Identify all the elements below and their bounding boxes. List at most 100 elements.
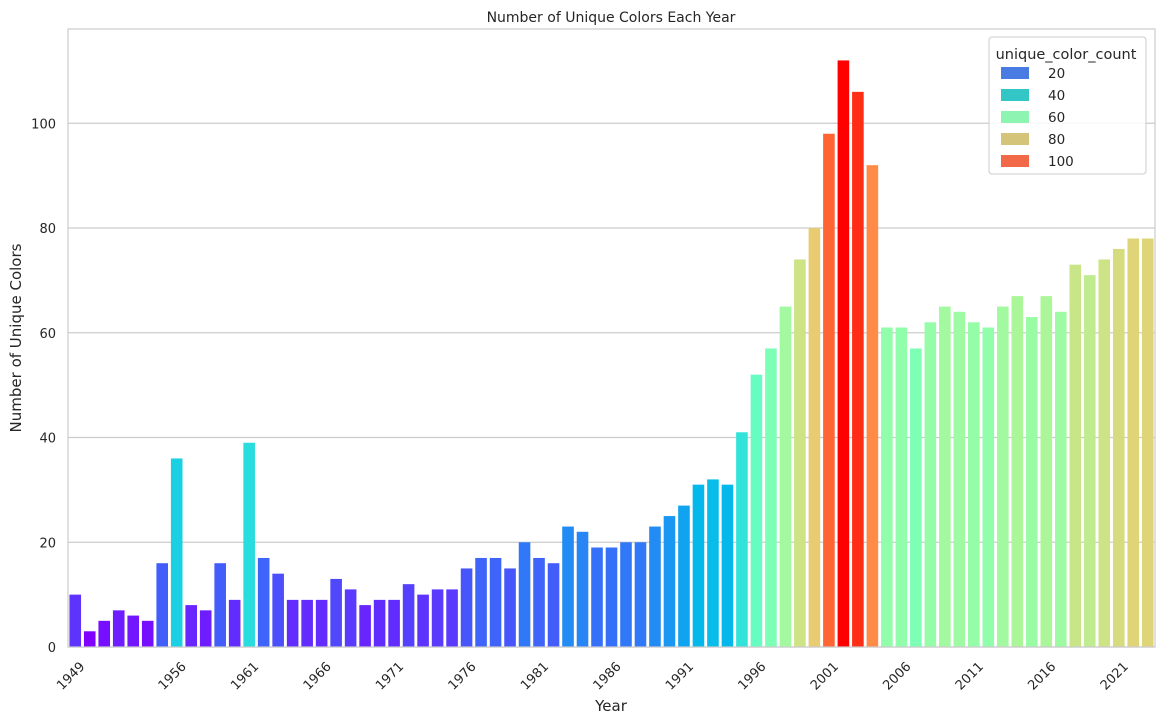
bar-1983 — [562, 526, 574, 647]
bar-1963 — [272, 573, 284, 647]
legend: unique_color_count 20 40 60 80 100 — [988, 36, 1147, 175]
bar-2018 — [1069, 264, 1082, 647]
bar-2006 — [895, 327, 908, 647]
bar-1956 — [170, 458, 183, 647]
bar-1969 — [359, 605, 371, 647]
bar-1959 — [214, 563, 226, 647]
bar-2015 — [1026, 317, 1038, 647]
bar-1986 — [605, 547, 618, 647]
bar-2014 — [1011, 296, 1024, 647]
bar-2016 — [1040, 296, 1053, 647]
bar-2003 — [852, 91, 864, 647]
bar-1987 — [620, 542, 632, 647]
legend-swatch-20 — [1001, 67, 1029, 79]
y-tick-label: 100 — [31, 117, 56, 132]
bar-1953 — [127, 615, 140, 647]
plot-frame — [67, 28, 1156, 648]
bar-1970 — [373, 599, 386, 647]
legend-swatch-100 — [1001, 155, 1029, 167]
bar-1958 — [199, 610, 212, 647]
bar-1984 — [576, 531, 589, 647]
bar-1993 — [707, 479, 719, 647]
legend-label-100: 100 — [1048, 154, 1074, 170]
bar-2002 — [837, 60, 850, 648]
bar-1977 — [475, 557, 487, 647]
bar-1982 — [547, 563, 560, 647]
bar-1949 — [69, 594, 82, 647]
bar-1967 — [330, 578, 342, 647]
bar-2012 — [982, 327, 995, 647]
legend-swatch-40 — [1001, 89, 1029, 101]
bar-1950 — [83, 631, 96, 647]
legend-label-20: 20 — [1048, 66, 1065, 82]
legend-swatch-80 — [1001, 133, 1029, 145]
bar-1955 — [156, 563, 169, 647]
bar-1951 — [98, 620, 111, 647]
bar-1974 — [431, 589, 444, 647]
bar-1979 — [504, 568, 516, 647]
legend-label-60: 60 — [1048, 110, 1065, 126]
bar-2017 — [1054, 311, 1067, 647]
legend-label-80: 80 — [1048, 132, 1065, 148]
bar-2005 — [881, 327, 893, 647]
bar-1965 — [301, 599, 313, 647]
bar-1961 — [243, 442, 255, 647]
bar-2023 — [1141, 238, 1154, 648]
chart-title: Number of Unique Colors Each Year — [487, 10, 736, 26]
bar-2004 — [866, 165, 879, 647]
bar-1980 — [518, 542, 531, 647]
x-axis-label: Year — [594, 697, 628, 715]
bar-2021 — [1112, 248, 1125, 647]
bar-1973 — [417, 594, 429, 647]
legend-entries: 20 40 60 80 100 — [1001, 66, 1074, 170]
legend-label-40: 40 — [1048, 88, 1065, 104]
bar-2001 — [823, 133, 835, 648]
y-tick-label: 20 — [39, 536, 56, 551]
bar-1975 — [446, 589, 458, 647]
bar-1997 — [765, 348, 777, 647]
bar-1971 — [388, 599, 400, 647]
bar-1981 — [533, 557, 545, 647]
bar-1954 — [141, 620, 154, 647]
bar-2000 — [808, 228, 821, 647]
bar-1960 — [228, 599, 241, 647]
y-tick-label: 0 — [48, 641, 56, 656]
bar-1995 — [736, 432, 748, 647]
y-axis-ticks: 0 20 40 60 80 100 — [31, 117, 56, 656]
bar-2007 — [910, 348, 922, 647]
bar-1978 — [489, 557, 502, 647]
bar-1966 — [315, 599, 328, 647]
bar-1999 — [794, 259, 806, 647]
bar-1992 — [692, 484, 705, 647]
bar-1972 — [402, 584, 415, 647]
bar-2022 — [1127, 238, 1140, 648]
bar-1996 — [750, 374, 763, 647]
bar-1964 — [286, 599, 299, 647]
bar-1952 — [112, 610, 125, 647]
bar-2019 — [1083, 275, 1096, 647]
legend-swatch-60 — [1001, 111, 1029, 123]
y-axis-label: Number of Unique Colors — [7, 243, 25, 432]
bar-1968 — [344, 589, 357, 647]
bar-1957 — [185, 605, 197, 647]
bar-2011 — [968, 322, 980, 647]
bar-1988 — [634, 542, 647, 647]
bar-1989 — [649, 526, 661, 647]
bar-1998 — [779, 306, 792, 647]
legend-title: unique_color_count — [996, 47, 1137, 63]
bar-2008 — [924, 322, 937, 647]
y-tick-label: 40 — [39, 432, 56, 447]
bar-1990 — [663, 516, 676, 647]
bar-2010 — [953, 311, 966, 647]
bars — [69, 60, 1154, 648]
bar-1991 — [678, 505, 690, 647]
y-tick-label: 80 — [39, 222, 56, 237]
bar-1976 — [460, 568, 473, 647]
bar-1985 — [591, 547, 603, 647]
bar-2009 — [939, 306, 951, 647]
y-tick-label: 60 — [39, 327, 56, 342]
bar-2013 — [997, 306, 1009, 647]
bar-2020 — [1098, 259, 1111, 647]
